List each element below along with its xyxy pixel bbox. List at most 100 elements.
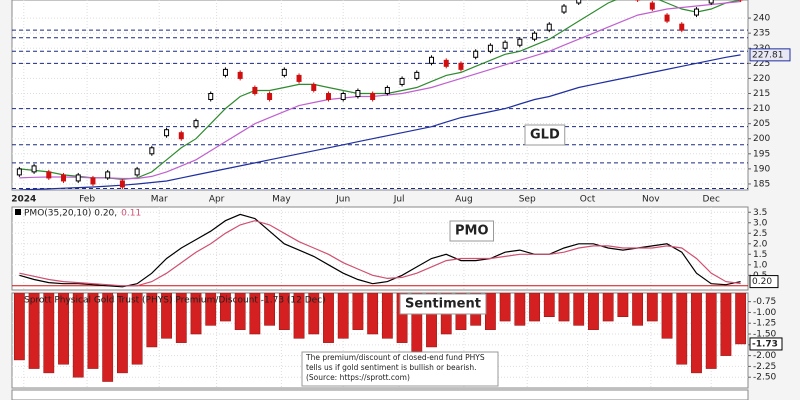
annotation-box — [524, 124, 566, 146]
candle — [399, 77, 405, 85]
candle — [473, 50, 479, 58]
bar — [514, 293, 526, 326]
x-tick-label: Apr — [209, 195, 225, 205]
candle — [222, 68, 228, 76]
lower-panel — [11, 389, 749, 400]
candle — [311, 83, 317, 91]
bar — [617, 293, 629, 317]
candle — [384, 86, 390, 94]
bar — [352, 293, 364, 330]
bar — [558, 293, 570, 322]
bar — [367, 293, 379, 335]
x-tick-label: Sep — [519, 195, 536, 205]
candle — [693, 8, 699, 16]
last-value-label: 227.81 — [752, 50, 784, 60]
y-tick-label: 195 — [753, 149, 770, 159]
y-tick-label: 1.0 — [753, 260, 768, 270]
series-line — [19, 0, 741, 181]
bar — [632, 293, 644, 326]
bar — [602, 293, 614, 322]
candle — [458, 62, 464, 70]
bar — [264, 293, 276, 326]
candle — [164, 129, 170, 137]
candle — [281, 68, 287, 76]
candle — [90, 177, 96, 185]
legend-signal: 0.11 — [121, 209, 141, 219]
last-value-box — [749, 337, 783, 351]
bar — [175, 293, 187, 343]
bar — [529, 293, 540, 322]
y-tick-label: 2.0 — [753, 239, 768, 249]
bar — [13, 293, 25, 361]
bar — [396, 293, 408, 343]
candle — [487, 44, 493, 52]
annotation-box — [399, 293, 487, 315]
bar — [323, 293, 334, 343]
bar — [249, 293, 261, 335]
pmo-plot — [12, 207, 748, 290]
bar — [87, 293, 99, 369]
legend-swatch — [15, 209, 21, 215]
candle — [561, 5, 567, 13]
bar — [499, 293, 511, 322]
bar — [705, 293, 717, 369]
last-value-label: 0.20 — [752, 277, 772, 287]
last-value-box — [749, 275, 779, 289]
candle — [75, 174, 81, 182]
candle — [576, 0, 582, 4]
y-tick-label: -0.75 — [753, 297, 776, 307]
candle — [355, 89, 361, 97]
y-tick-label: 205 — [753, 119, 770, 129]
y-tick-label: 2.5 — [753, 229, 767, 239]
note-line: The premium/discount of closed-end fund … — [305, 353, 485, 362]
candle — [517, 38, 523, 46]
candle — [61, 174, 67, 182]
note-line: (Source: https://sprott.com) — [306, 373, 410, 382]
y-tick-label: 210 — [753, 104, 770, 114]
candle — [31, 165, 37, 173]
bar — [278, 293, 290, 330]
bar — [146, 293, 158, 348]
bar — [543, 293, 555, 317]
candle — [16, 168, 22, 176]
x-tick-label: May — [272, 195, 291, 205]
series-line — [19, 220, 741, 287]
candle — [664, 14, 670, 22]
candle — [46, 171, 52, 179]
series-line — [19, 213, 741, 288]
price-panel — [11, 0, 749, 191]
candle — [105, 171, 111, 179]
candle — [237, 71, 243, 79]
bar — [735, 293, 747, 345]
series-line — [19, 0, 741, 180]
candle — [149, 147, 155, 155]
bar — [205, 293, 217, 326]
x-tick-label: Oct — [580, 195, 596, 205]
candle — [502, 41, 508, 49]
x-tick-label: Jun — [335, 195, 350, 205]
bar — [646, 293, 658, 322]
candle — [119, 180, 125, 188]
candle — [429, 56, 435, 64]
x-tick-label: Nov — [642, 195, 660, 205]
annotation: Sentiment — [405, 297, 481, 312]
y-tick-label: -1.25 — [753, 319, 776, 329]
price-plot — [12, 0, 748, 190]
bar — [720, 293, 732, 356]
bar — [161, 293, 172, 339]
bar — [43, 293, 55, 374]
annotation: GLD — [530, 128, 560, 143]
legend-swatch — [15, 296, 21, 302]
bar — [220, 293, 231, 322]
candle — [370, 93, 376, 101]
candle — [267, 93, 273, 101]
candle — [178, 132, 184, 140]
candle — [193, 120, 199, 128]
y-tick-label: 215 — [753, 89, 770, 99]
bar — [426, 293, 437, 348]
y-tick-label: 220 — [753, 74, 770, 84]
y-tick-label: 185 — [753, 179, 770, 189]
y-tick-label: 3.5 — [753, 208, 767, 218]
y-tick-label: -1.00 — [753, 308, 777, 318]
